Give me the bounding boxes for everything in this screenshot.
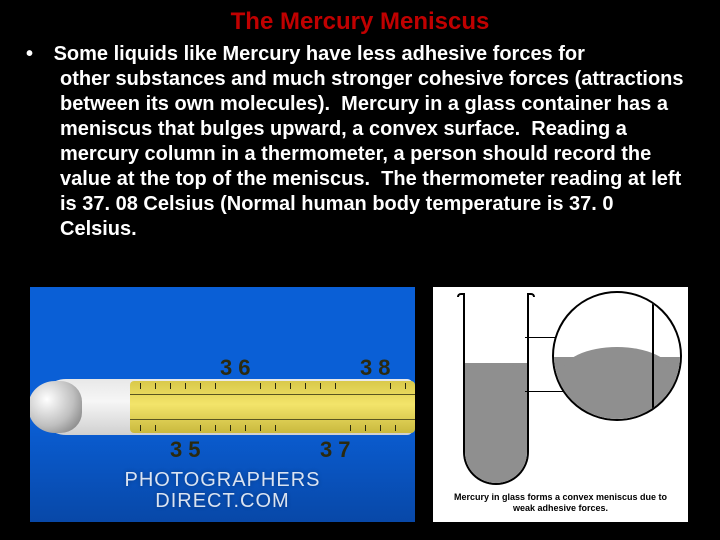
meniscus-diagram: Mercury in glass forms a convex meniscus… bbox=[433, 287, 688, 522]
scale-number-top-2: 38 bbox=[360, 355, 396, 381]
title-text: The Mercury Meniscus bbox=[231, 8, 490, 35]
photo-watermark: PHOTOGRAPHERS DIRECT.COM bbox=[125, 470, 321, 512]
slide-title: The Mercury Meniscus bbox=[0, 0, 720, 42]
watermark-line2: DIRECT.COM bbox=[155, 490, 289, 512]
bullet-continuation: other substances and much stronger cohes… bbox=[24, 67, 690, 242]
zoom-glass-wall bbox=[652, 293, 654, 419]
test-tube bbox=[463, 295, 529, 485]
image-row: 36 38 35 37 PHOTOGRAPHERS DIRECT.COM bbox=[30, 287, 690, 522]
watermark-line1: PHOTOGRAPHERS bbox=[125, 469, 321, 491]
mercury-fill bbox=[465, 363, 527, 483]
thermometer-photo: 36 38 35 37 PHOTOGRAPHERS DIRECT.COM bbox=[30, 287, 415, 522]
thermometer-scale bbox=[130, 381, 415, 433]
zoom-circle bbox=[552, 291, 682, 421]
zoom-mercury-bulge bbox=[562, 347, 672, 373]
scale-number-bot-2: 37 bbox=[320, 437, 356, 463]
diagram-caption: Mercury in glass forms a convex meniscus… bbox=[433, 492, 688, 514]
bullet-first-line: Some liquids like Mercury have less adhe… bbox=[54, 43, 585, 65]
scale-number-bot-1: 35 bbox=[170, 437, 206, 463]
thermometer-bulb bbox=[30, 381, 82, 433]
body-bullet: Some liquids like Mercury have less adhe… bbox=[0, 42, 720, 242]
scale-number-top-1: 36 bbox=[220, 355, 256, 381]
